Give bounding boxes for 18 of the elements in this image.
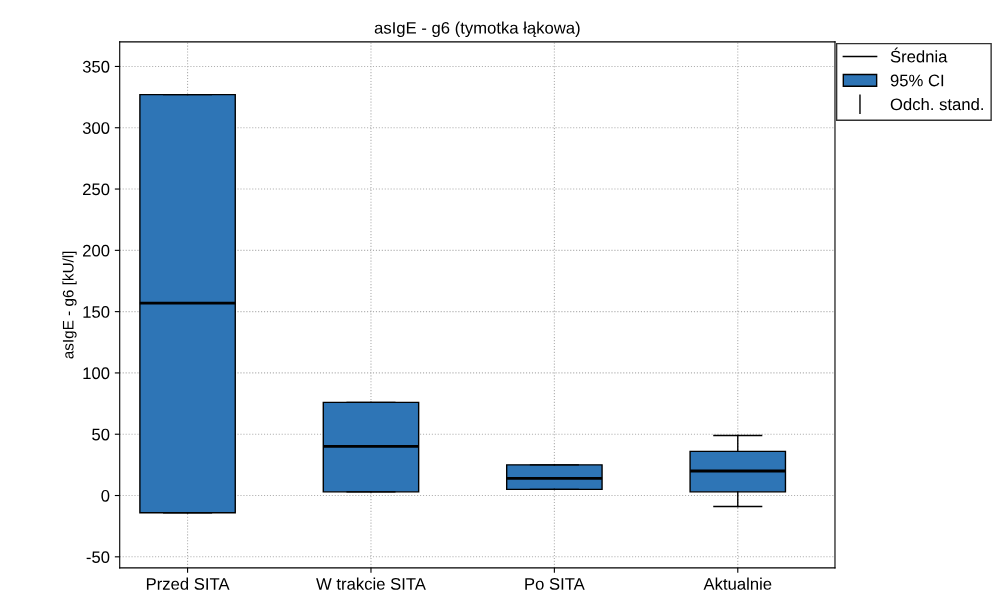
y-tick-label: 250 bbox=[83, 183, 110, 196]
y-tick-label: 50 bbox=[92, 428, 110, 441]
text: Odch. stand. bbox=[890, 98, 983, 111]
y-tick-label: 150 bbox=[83, 306, 110, 318]
text: Średnia bbox=[890, 47, 948, 63]
legend-label: 95% CI bbox=[890, 74, 944, 87]
y-tick-label: 0 bbox=[101, 489, 110, 502]
y-tick-label: 350 bbox=[82, 60, 110, 73]
y-tick-label: 300 bbox=[82, 122, 110, 134]
x-tick-label: Po SITA bbox=[525, 578, 585, 590]
y-axis-title: asIgE - g6 [kU/l] bbox=[62, 251, 77, 359]
y-tick-label: -50 bbox=[86, 551, 110, 564]
x-tick-label: W trakcie SITA bbox=[316, 577, 426, 590]
chart-title: asIgE - g6 (tymotka łąkowa) bbox=[374, 21, 580, 38]
x-tick-label: Przed SITA bbox=[146, 577, 230, 590]
x-tick-label: Aktualnie bbox=[703, 577, 772, 590]
y-tick-label: 100 bbox=[83, 367, 110, 380]
y-tick-label: 200 bbox=[83, 244, 110, 257]
